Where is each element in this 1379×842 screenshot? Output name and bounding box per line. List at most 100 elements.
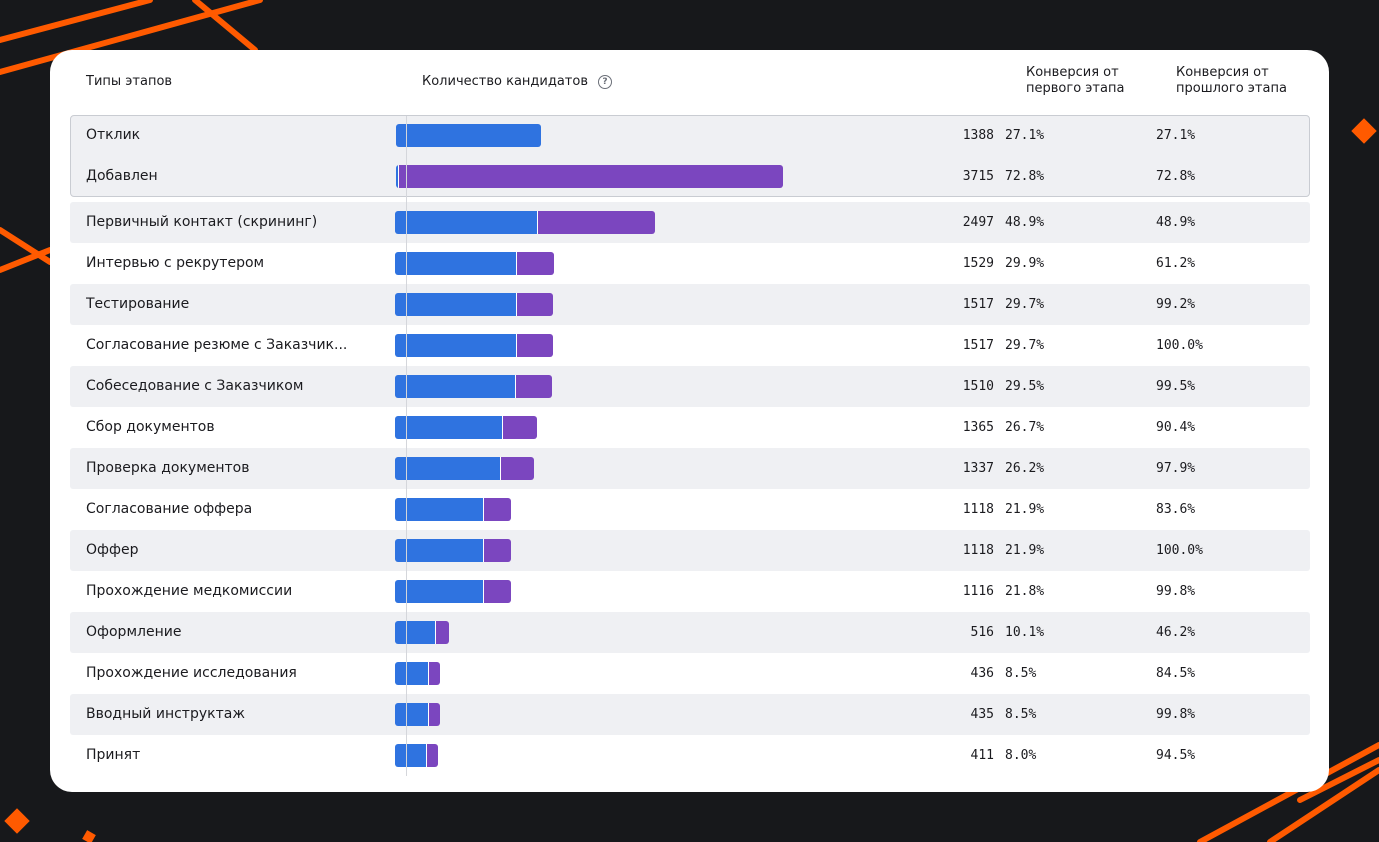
stage-name: Прохождение медкомиссии: [86, 583, 293, 599]
candidate-count: 1517: [962, 297, 994, 312]
bar-segment-blue[interactable]: [395, 211, 537, 234]
table-row[interactable]: Первичный контакт (скрининг) 2497 48.9% 48.…: [70, 202, 1310, 243]
bar-segment-purple[interactable]: [515, 252, 555, 275]
conversion-previous: 83.6%: [1156, 502, 1196, 517]
bar-segment-blue[interactable]: [395, 416, 503, 439]
table-row[interactable]: Собеседование с Заказчиком 1510 29.5% 99.5%: [70, 366, 1310, 407]
bar-segment-purple[interactable]: [483, 539, 512, 562]
bar-segment-blue[interactable]: [395, 580, 483, 603]
conversion-first: 21.9%: [1005, 502, 1045, 517]
funnel-report-card: Типы этапов Количество кандидатов ? Конв…: [50, 50, 1329, 792]
table-row[interactable]: Тестирование 1517 29.7% 99.2%: [70, 284, 1310, 325]
stage-name: Вводный инструктаж: [86, 706, 245, 722]
conversion-previous: 100.0%: [1156, 338, 1203, 353]
table-row[interactable]: Интервью с рекрутером 1529 29.9% 61.2%: [70, 243, 1310, 284]
table-row[interactable]: Согласование оффера 1118 21.9% 83.6%: [70, 489, 1310, 530]
stage-name: Тестирование: [86, 296, 190, 312]
bar-segment-purple[interactable]: [515, 334, 554, 357]
candidate-count: 1510: [962, 379, 994, 394]
conversion-first: 29.5%: [1005, 379, 1045, 394]
bar-segment-blue[interactable]: [396, 165, 398, 188]
bar-segment-blue[interactable]: [395, 252, 516, 275]
conversion-previous: 84.5%: [1156, 666, 1196, 681]
stage-name: Принят: [86, 747, 141, 763]
bar-segment-blue[interactable]: [395, 457, 501, 480]
conversion-previous: 27.1%: [1156, 128, 1196, 143]
stage-bar[interactable]: [395, 375, 553, 398]
stage-bar[interactable]: [395, 621, 449, 644]
stage-bar[interactable]: [395, 580, 512, 603]
candidate-count: 436: [970, 666, 994, 681]
candidate-count: 1388: [962, 128, 994, 143]
stage-bar[interactable]: [395, 293, 554, 316]
bar-segment-purple[interactable]: [515, 293, 554, 316]
stage-bar[interactable]: [395, 662, 441, 685]
stage-bar[interactable]: [396, 165, 784, 188]
bar-segment-blue[interactable]: [395, 293, 516, 316]
bar-segment-purple[interactable]: [426, 744, 438, 767]
candidate-count: 1517: [962, 338, 994, 353]
stage-bar[interactable]: [395, 457, 535, 480]
column-divider: [406, 116, 407, 776]
bar-segment-purple[interactable]: [427, 703, 441, 726]
stage-bar[interactable]: [395, 703, 441, 726]
candidate-count: 3715: [962, 169, 994, 184]
candidate-count: 435: [970, 707, 994, 722]
stage-name: Согласование резюме с Заказчик...: [86, 337, 348, 353]
help-icon[interactable]: ?: [598, 75, 612, 89]
bar-segment-blue[interactable]: [395, 744, 427, 767]
stage-name: Сбор документов: [86, 419, 215, 435]
stage-bar[interactable]: [395, 211, 656, 234]
stage-bar[interactable]: [395, 416, 538, 439]
conversion-previous: 90.4%: [1156, 420, 1196, 435]
table-row[interactable]: Согласование резюме с Заказчик... 1517 29.…: [70, 325, 1310, 366]
bar-segment-purple[interactable]: [398, 165, 784, 188]
stage-name: Добавлен: [86, 168, 158, 184]
conversion-previous: 99.5%: [1156, 379, 1196, 394]
candidate-count: 1529: [962, 256, 994, 271]
stage-bar[interactable]: [395, 498, 512, 521]
conversion-first: 10.1%: [1005, 625, 1045, 640]
table-row[interactable]: Оффер 1118 21.9% 100.0%: [70, 530, 1310, 571]
bar-segment-purple[interactable]: [536, 211, 656, 234]
bar-segment-purple[interactable]: [514, 375, 553, 398]
conversion-previous: 99.8%: [1156, 707, 1196, 722]
bar-segment-purple[interactable]: [435, 621, 449, 644]
bar-segment-blue[interactable]: [395, 703, 428, 726]
bar-segment-blue[interactable]: [395, 334, 516, 357]
bar-segment-purple[interactable]: [502, 416, 538, 439]
table-row[interactable]: Оформление 516 10.1% 46.2%: [70, 612, 1310, 653]
stage-bar[interactable]: [396, 124, 541, 147]
table-row[interactable]: Прохождение медкомиссии 1116 21.8% 99.8%: [70, 571, 1310, 612]
stage-bar[interactable]: [395, 539, 512, 562]
stage-bar[interactable]: [395, 252, 555, 275]
table-row[interactable]: Отклик 1388 27.1% 27.1%: [70, 115, 1310, 156]
bar-segment-purple[interactable]: [427, 662, 441, 685]
bar-segment-blue[interactable]: [395, 621, 436, 644]
table-row[interactable]: Проверка документов 1337 26.2% 97.9%: [70, 448, 1310, 489]
stage-name: Оформление: [86, 624, 182, 640]
bar-segment-blue[interactable]: [395, 498, 484, 521]
stage-bar[interactable]: [395, 744, 438, 767]
header-stage-types: Типы этапов: [86, 74, 173, 89]
bar-segment-blue[interactable]: [395, 662, 428, 685]
bar-segment-blue[interactable]: [395, 375, 515, 398]
candidate-count: 2497: [962, 215, 994, 230]
bar-segment-purple[interactable]: [483, 498, 512, 521]
table-row[interactable]: Сбор документов 1365 26.7% 90.4%: [70, 407, 1310, 448]
bar-segment-blue[interactable]: [395, 539, 484, 562]
table-row[interactable]: Прохождение исследования 436 8.5% 84.5%: [70, 653, 1310, 694]
stage-name: Согласование оффера: [86, 501, 253, 517]
bar-segment-purple[interactable]: [500, 457, 535, 480]
bar-segment-purple[interactable]: [482, 580, 512, 603]
bar-segment-blue[interactable]: [396, 124, 541, 147]
conversion-first: 29.7%: [1005, 297, 1045, 312]
table-row[interactable]: Вводный инструктаж 435 8.5% 99.8%: [70, 694, 1310, 735]
conversion-previous: 99.8%: [1156, 584, 1196, 599]
table-row[interactable]: Добавлен 3715 72.8% 72.8%: [70, 156, 1310, 197]
stage-bar[interactable]: [395, 334, 554, 357]
table-row[interactable]: Принят 411 8.0% 94.5%: [70, 735, 1310, 776]
conversion-first: 29.7%: [1005, 338, 1045, 353]
candidate-count: 516: [970, 625, 994, 640]
